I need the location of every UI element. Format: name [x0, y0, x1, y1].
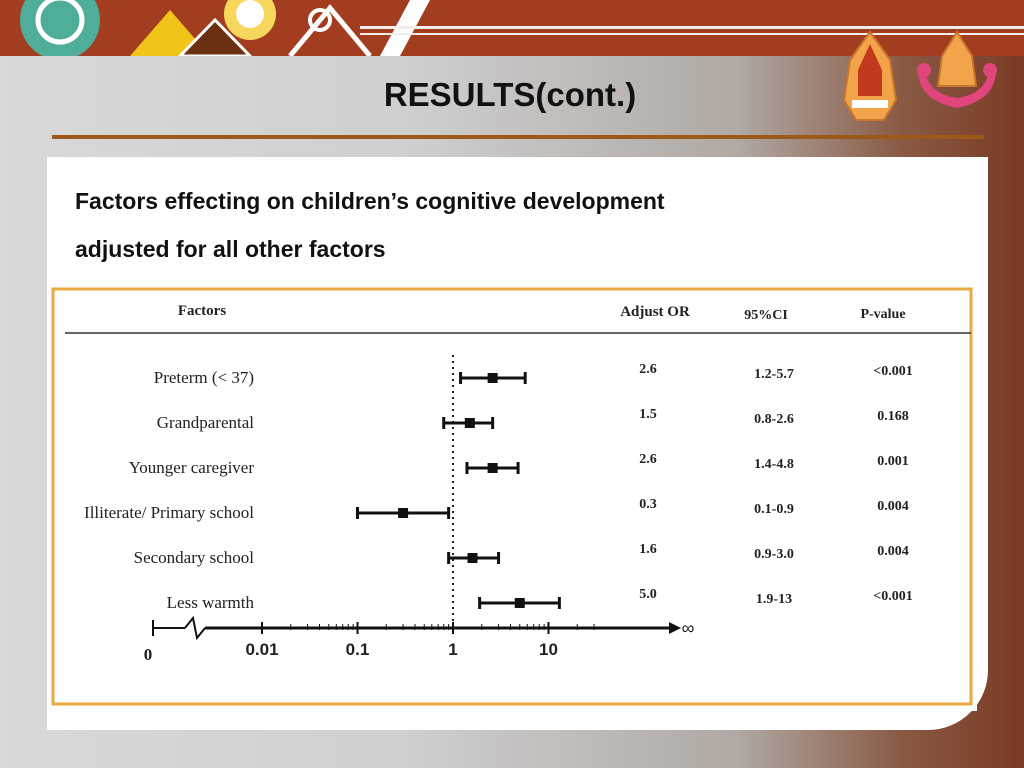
p-value: <0.001: [873, 589, 912, 604]
or-value: 2.6: [639, 452, 657, 467]
column-header-factors: Factors: [178, 303, 226, 319]
ci-value: 0.1-0.9: [754, 502, 794, 517]
or-point: [464, 418, 475, 428]
column-header-ci: 95%CI: [744, 308, 788, 323]
forest-row: Grandparental 1.5 0.8-2.6 0.168: [157, 407, 909, 432]
factor-label: Illiterate/ Primary school: [84, 503, 254, 522]
slide-title: RESULTS(cont.): [383, 76, 637, 113]
forest-rows: Preterm (< 37) 2.6 1.2-5.7 <0.001 Grandparen…: [84, 355, 913, 628]
ci-value: 1.4-4.8: [754, 457, 794, 472]
factor-label: Grandparental: [157, 413, 255, 432]
p-value: <0.001: [873, 364, 912, 379]
tick-label: 1: [448, 640, 457, 659]
forest-row: Illiterate/ Primary school 0.3 0.1-0.9 0.00…: [84, 497, 909, 522]
ci-value: 1.9-13: [756, 592, 792, 607]
tick-label: 0: [144, 645, 153, 664]
figure-frame: [51, 287, 973, 706]
forest-row: Secondary school 1.6 0.9-3.0 0.004: [134, 542, 909, 567]
chart-subtitle-line-1: Factors effecting on children’s cognitiv…: [75, 188, 665, 214]
title-divider: [52, 135, 984, 139]
p-value: 0.004: [877, 544, 909, 559]
or-point: [467, 553, 478, 563]
or-point: [487, 463, 498, 473]
ci-value: 0.9-3.0: [754, 547, 794, 562]
tick-label: 0.1: [346, 640, 370, 659]
or-value: 1.5: [639, 407, 657, 422]
or-point: [514, 598, 525, 608]
x-axis: 0 0.01 0.1 1 10 ∞: [144, 615, 695, 664]
forest-row: Preterm (< 37) 2.6 1.2-5.7 <0.001: [154, 362, 913, 387]
forest-plot: Factors Adjust OR 95%CI P-value Preterm …: [51, 287, 973, 706]
forest-row: Younger caregiver 2.6 1.4-4.8 0.001: [129, 452, 909, 477]
decorative-pattern: [20, 0, 430, 56]
factor-label: Younger caregiver: [129, 458, 255, 477]
forest-plot-figure: Factors Adjust OR 95%CI P-value Preterm …: [47, 283, 977, 711]
or-value: 5.0: [639, 587, 657, 602]
or-point: [487, 373, 498, 383]
column-header-or: Adjust OR: [620, 304, 690, 320]
factor-label: Less warmth: [167, 593, 255, 612]
ci-value: 0.8-2.6: [754, 412, 794, 427]
p-value: 0.004: [877, 499, 909, 514]
university-seal-logo: [842, 30, 898, 121]
column-header-pvalue: P-value: [860, 307, 905, 322]
chart-subtitle-line-2: adjusted for all other factors: [75, 236, 386, 262]
or-value: 2.6: [639, 362, 657, 377]
or-value: 1.6: [639, 542, 657, 557]
tick-label: 10: [539, 640, 558, 659]
factor-label: Preterm (< 37): [154, 368, 254, 387]
ci-value: 1.2-5.7: [754, 367, 794, 382]
tick-label-infinity: ∞: [682, 618, 695, 638]
faculty-seal-logo: [917, 30, 997, 108]
axis-arrow: [669, 622, 681, 634]
header-line: [360, 33, 1024, 35]
factor-label: Secondary school: [134, 548, 255, 567]
header-band: [0, 0, 1024, 56]
p-value: 0.168: [877, 409, 909, 424]
or-point: [398, 508, 409, 518]
or-value: 0.3: [639, 497, 657, 512]
header-line: [360, 26, 1024, 29]
axis-break: [184, 615, 206, 641]
p-value: 0.001: [877, 454, 909, 469]
tick-label: 0.01: [245, 640, 278, 659]
forest-row: Less warmth 5.0 1.9-13 <0.001: [167, 587, 913, 612]
